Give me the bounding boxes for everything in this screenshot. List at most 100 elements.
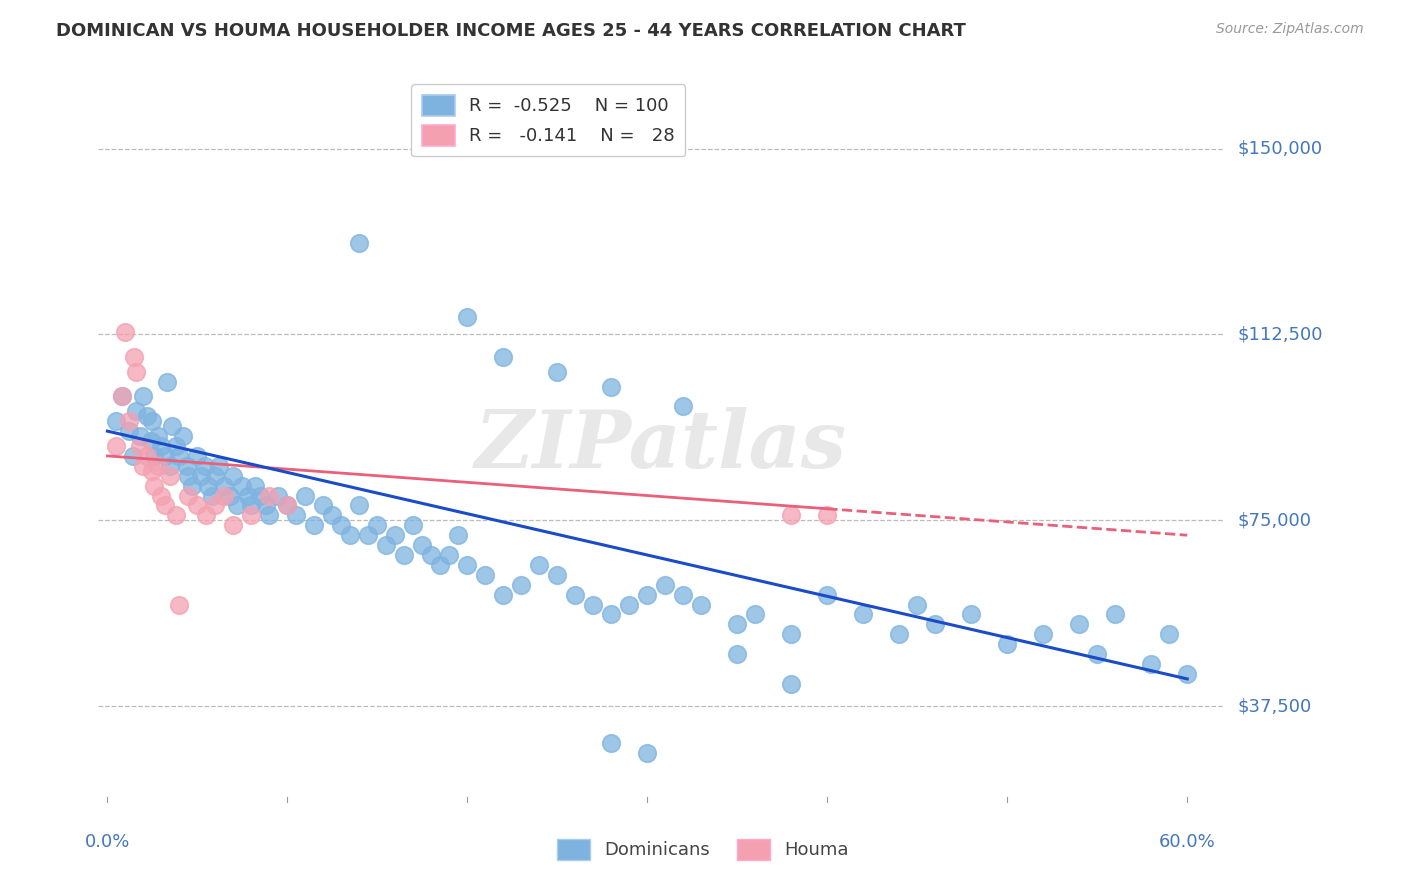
Point: [394, 548, 416, 562]
Point: [905, 598, 928, 612]
Point: [222, 518, 245, 533]
Point: [439, 548, 461, 562]
Point: [780, 508, 803, 523]
Text: 60.0%: 60.0%: [1159, 833, 1216, 851]
Point: [214, 489, 236, 503]
Point: [249, 489, 271, 503]
Point: [136, 409, 159, 424]
Point: [214, 478, 236, 492]
Point: [259, 508, 281, 523]
Point: [672, 400, 695, 414]
Point: [1175, 667, 1198, 681]
Legend: R =  -0.525    N = 100, R =   -0.141    N =   28: R = -0.525 N = 100, R = -0.141 N = 28: [411, 84, 686, 156]
Point: [125, 404, 148, 418]
Point: [339, 528, 361, 542]
Legend: Dominicans, Houma: Dominicans, Houma: [550, 831, 856, 867]
Point: [600, 379, 623, 393]
Point: [492, 350, 515, 364]
Point: [105, 414, 128, 428]
Point: [141, 464, 163, 478]
Point: [725, 647, 748, 661]
Point: [160, 419, 183, 434]
Point: [600, 736, 623, 750]
Point: [153, 499, 176, 513]
Text: $75,000: $75,000: [1237, 511, 1312, 529]
Point: [190, 468, 212, 483]
Point: [780, 627, 803, 641]
Point: [114, 325, 136, 339]
Point: [815, 588, 838, 602]
Point: [1085, 647, 1108, 661]
Point: [366, 518, 388, 533]
Point: [672, 588, 695, 602]
Point: [995, 637, 1018, 651]
Point: [349, 235, 371, 250]
Point: [156, 375, 179, 389]
Point: [889, 627, 911, 641]
Point: [118, 424, 141, 438]
Point: [105, 439, 128, 453]
Point: [330, 518, 353, 533]
Text: Source: ZipAtlas.com: Source: ZipAtlas.com: [1216, 22, 1364, 37]
Point: [222, 468, 245, 483]
Point: [197, 478, 219, 492]
Text: $37,500: $37,500: [1237, 698, 1312, 715]
Point: [564, 588, 586, 602]
Point: [600, 607, 623, 622]
Point: [304, 518, 326, 533]
Point: [510, 578, 533, 592]
Point: [243, 478, 266, 492]
Point: [195, 508, 218, 523]
Point: [231, 478, 253, 492]
Point: [169, 449, 191, 463]
Point: [815, 508, 838, 523]
Point: [1159, 627, 1181, 641]
Point: [165, 439, 187, 453]
Point: [960, 607, 983, 622]
Point: [177, 489, 200, 503]
Text: $112,500: $112,500: [1237, 326, 1323, 343]
Point: [285, 508, 308, 523]
Point: [132, 458, 155, 473]
Point: [375, 538, 398, 552]
Point: [150, 489, 173, 503]
Point: [384, 528, 406, 542]
Point: [546, 365, 568, 379]
Point: [186, 449, 208, 463]
Point: [236, 489, 259, 503]
Point: [924, 617, 946, 632]
Point: [118, 414, 141, 428]
Point: [852, 607, 875, 622]
Point: [411, 538, 433, 552]
Point: [128, 429, 150, 443]
Point: [582, 598, 605, 612]
Point: [139, 434, 162, 448]
Point: [201, 489, 224, 503]
Point: [546, 567, 568, 582]
Point: [124, 350, 146, 364]
Point: [447, 528, 470, 542]
Point: [529, 558, 551, 572]
Point: [1140, 657, 1163, 671]
Point: [276, 499, 298, 513]
Point: [294, 489, 316, 503]
Point: [420, 548, 443, 562]
Point: [143, 478, 166, 492]
Point: [654, 578, 676, 592]
Point: [690, 598, 713, 612]
Point: [208, 458, 231, 473]
Point: [172, 429, 194, 443]
Point: [474, 567, 496, 582]
Text: $150,000: $150,000: [1237, 140, 1322, 158]
Point: [402, 518, 425, 533]
Point: [240, 508, 263, 523]
Point: [132, 389, 155, 403]
Point: [226, 499, 249, 513]
Point: [141, 414, 163, 428]
Point: [259, 489, 281, 503]
Point: [159, 468, 181, 483]
Point: [165, 508, 187, 523]
Point: [186, 499, 208, 513]
Point: [176, 458, 198, 473]
Point: [349, 499, 371, 513]
